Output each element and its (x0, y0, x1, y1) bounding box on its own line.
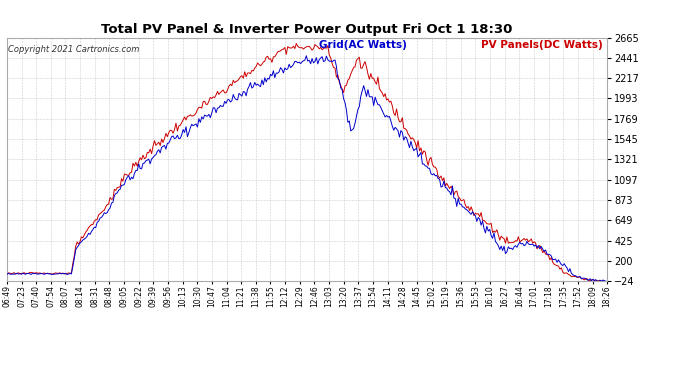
Title: Total PV Panel & Inverter Power Output Fri Oct 1 18:30: Total PV Panel & Inverter Power Output F… (101, 23, 513, 36)
Text: Copyright 2021 Cartronics.com: Copyright 2021 Cartronics.com (8, 45, 139, 54)
Text: PV Panels(DC Watts): PV Panels(DC Watts) (481, 40, 603, 50)
Text: Grid(AC Watts): Grid(AC Watts) (319, 40, 407, 50)
